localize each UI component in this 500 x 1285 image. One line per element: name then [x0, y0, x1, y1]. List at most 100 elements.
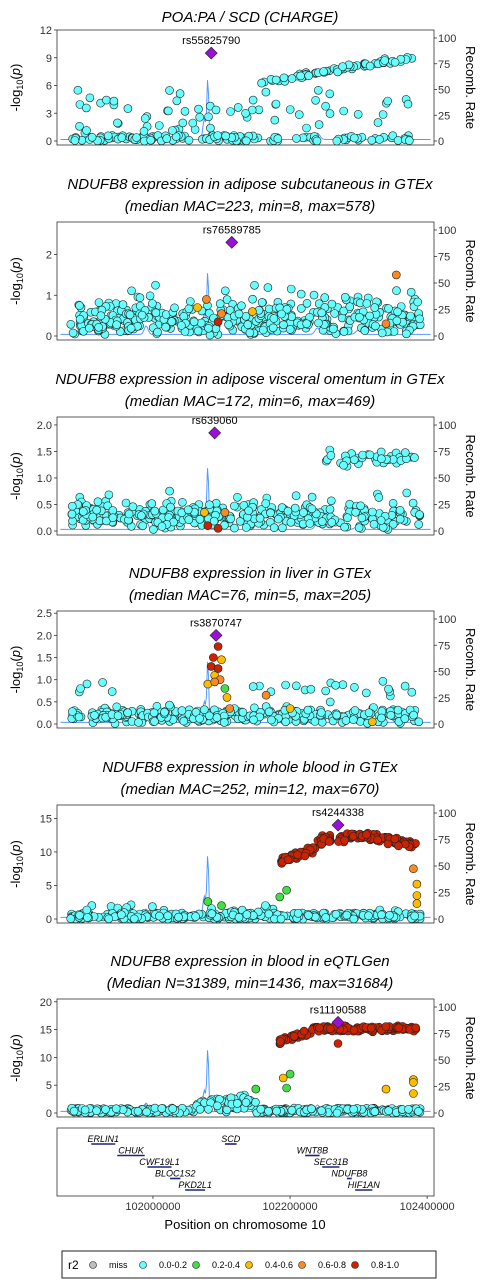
snp-point [112, 702, 121, 712]
snp-point [139, 127, 149, 136]
snp-point [286, 517, 296, 527]
recomb-tick-label: 50 [438, 1055, 450, 1067]
snp-point [92, 1106, 101, 1115]
panel-title: (median MAC=76, min=5, max=205) [129, 587, 371, 604]
snp-point [400, 448, 410, 457]
recomb-tick-label: 100 [438, 420, 456, 432]
gene-label: ERLIN1 [88, 1134, 120, 1144]
recomb-tick-label: 25 [438, 110, 450, 122]
lead-snp-label: rs76589785 [203, 224, 261, 236]
snp-point [309, 290, 319, 300]
snp-point [239, 501, 249, 510]
snp-point [409, 1089, 418, 1098]
recomb-tick-label: 75 [438, 835, 450, 847]
snp-point [222, 693, 232, 702]
snp-point [243, 320, 253, 329]
snp-point [157, 522, 167, 531]
snp-point [325, 109, 335, 118]
snp-point [273, 514, 283, 524]
snp-point [83, 913, 92, 922]
snp-point [343, 513, 352, 523]
snp-point [269, 314, 279, 323]
snp-point [79, 507, 88, 516]
y-tick-label: 0.5 [37, 499, 52, 511]
snp-point [319, 67, 328, 76]
snp-point [217, 901, 226, 910]
recomb-tick-label: 50 [438, 85, 450, 97]
y-tick-label: 0.0 [37, 526, 52, 538]
snp-point [414, 1107, 423, 1116]
snp-point [332, 136, 342, 146]
snp-point [282, 885, 291, 895]
y-axis-label: -log10(p) [8, 452, 25, 500]
snp-point [302, 319, 312, 329]
recomb-tick-label: 100 [438, 33, 456, 45]
snp-point [82, 679, 92, 689]
snp-point [306, 684, 316, 694]
snp-point [349, 914, 359, 924]
snp-point [209, 516, 219, 526]
snp-point [174, 912, 183, 922]
snp-point [155, 121, 164, 130]
lead-snp-label: rs4244338 [312, 807, 364, 819]
snp-point [213, 1101, 222, 1111]
snp-point [410, 911, 420, 921]
snp-point [82, 103, 91, 113]
snp-point [160, 707, 169, 717]
snp-point [177, 706, 187, 715]
snp-point [290, 503, 300, 513]
recomb-tick-label: 100 [438, 1002, 456, 1014]
snp-point [332, 1108, 342, 1118]
snp-point [207, 909, 217, 919]
snp-point [126, 323, 136, 333]
snp-point [204, 323, 213, 333]
snp-point [230, 501, 239, 511]
snp-point [200, 705, 209, 715]
snp-point [237, 301, 246, 311]
snp-point [123, 104, 133, 113]
snp-point [147, 499, 157, 508]
snp-point [351, 507, 360, 517]
snp-point [149, 708, 159, 718]
snp-point [368, 507, 377, 517]
snp-point [412, 879, 422, 889]
snp-point [213, 131, 222, 140]
snp-point [365, 450, 375, 460]
snp-point [338, 62, 347, 71]
snp-point [365, 61, 375, 71]
snp-point [133, 1107, 143, 1116]
snp-point [242, 910, 252, 919]
snp-point [310, 717, 320, 726]
snp-point [225, 305, 235, 315]
snp-point [388, 519, 398, 529]
gene-label: SCD [221, 1134, 241, 1144]
y-tick-label: 2.5 [37, 608, 52, 620]
recomb-tick-label: 0 [438, 914, 444, 926]
snp-point [255, 513, 265, 523]
y-tick-label: 1 [46, 290, 52, 302]
snp-point [238, 707, 248, 717]
snp-point [268, 323, 278, 333]
snp-point [151, 280, 160, 290]
snp-point [74, 712, 84, 722]
snp-point [203, 897, 213, 906]
snp-point [275, 892, 285, 902]
snp-point [291, 491, 301, 501]
snp-point [270, 115, 280, 125]
snp-point [340, 292, 350, 302]
y-tick-label: 5 [46, 1080, 52, 1092]
snp-point [413, 297, 423, 307]
snp-point [269, 523, 279, 533]
snp-point [340, 835, 349, 845]
snp-point [108, 506, 118, 515]
recomb-tick-label: 50 [438, 861, 450, 873]
snp-point [386, 710, 396, 720]
snp-point [165, 486, 174, 496]
snp-point [409, 710, 418, 720]
snp-point [311, 96, 320, 105]
recomb-axis-label: Recomb. Rate [463, 628, 478, 711]
snp-point [278, 1073, 288, 1083]
recomb-tick-label: 25 [438, 500, 450, 512]
snp-point [125, 310, 135, 320]
